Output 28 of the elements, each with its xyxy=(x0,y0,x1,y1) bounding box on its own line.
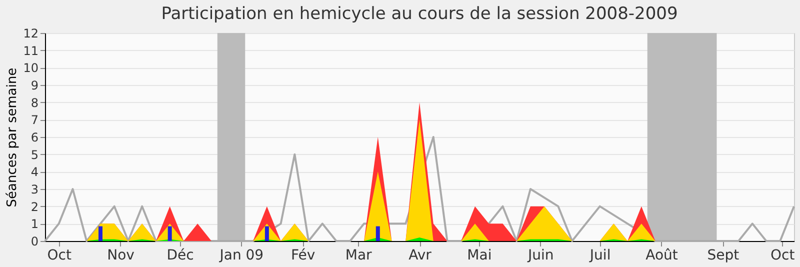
x-tick-label: Sept xyxy=(707,248,740,264)
y-tick-label: 9 xyxy=(30,78,38,92)
x-tick-label: Oct xyxy=(770,248,796,264)
x-tick-label: Fév xyxy=(291,248,316,264)
y-tick-label: 5 xyxy=(30,148,38,162)
y-axis-title: Séances par semaine xyxy=(5,68,20,208)
y-tick-label: 12 xyxy=(23,26,38,40)
x-tick-label: Déc xyxy=(166,248,194,264)
y-tick-label: 6 xyxy=(30,130,38,144)
y-tick-label: 7 xyxy=(30,113,38,128)
x-tick-label: Juin xyxy=(526,248,554,264)
x-tick-label: Oct xyxy=(47,248,72,264)
x-tick-label: Mar xyxy=(345,248,372,264)
y-tick-label: 2 xyxy=(30,200,38,214)
y-tick-label: 3 xyxy=(30,182,38,196)
y-tick-label: 8 xyxy=(30,96,38,110)
y-tick-label: 10 xyxy=(23,61,38,76)
y-tick-label: 0 xyxy=(30,234,38,248)
y-tick-label: 4 xyxy=(30,165,38,180)
x-tick-label: Jan 09 xyxy=(218,248,264,264)
x-tick-label: Juil xyxy=(588,248,611,264)
chart-title: Participation en hemicycle au cours de la session 2008-2009 xyxy=(161,4,678,24)
x-tick-label: Mai xyxy=(467,248,492,264)
x-tick-label: Nov xyxy=(107,248,134,264)
y-tick-label: 1 xyxy=(30,217,38,232)
x-tick-label: Août xyxy=(646,248,678,264)
y-tick-label: 11 xyxy=(23,44,38,58)
x-tick-label: Avr xyxy=(408,248,432,264)
